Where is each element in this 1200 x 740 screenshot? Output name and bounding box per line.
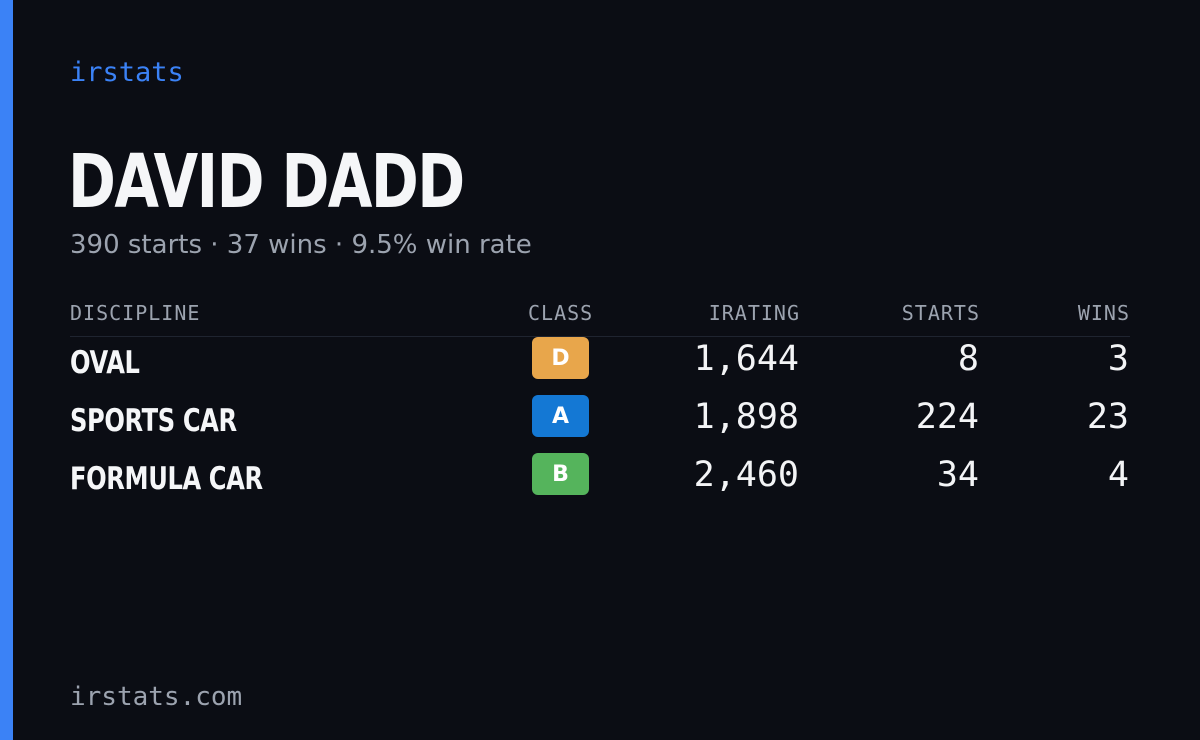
table-row: SPORTS CAR A 1,898 224 23: [70, 395, 1130, 453]
discipline-table: DISCIPLINE CLASS IRATING STARTS WINS OVA…: [70, 298, 1130, 511]
header-class: CLASS: [528, 301, 594, 325]
table-row: FORMULA CAR B 2,460 34 4: [70, 453, 1130, 511]
header-wins: WINS: [1077, 301, 1130, 325]
starts-value: 34: [936, 455, 979, 495]
driver-name: DAVID DADD: [68, 139, 465, 225]
discipline-name: FORMULA CAR: [70, 461, 263, 497]
driver-summary: 390 starts · 37 wins · 9.5% win rate: [70, 230, 532, 260]
accent-bar: [0, 0, 13, 740]
footer-domain: irstats.com: [70, 682, 243, 712]
wins-value: 4: [1107, 455, 1129, 495]
irating-value: 1,644: [693, 339, 799, 379]
wins-value: 3: [1107, 339, 1129, 379]
brand-logo-text: irstats: [70, 57, 184, 88]
class-badge: A: [532, 395, 589, 437]
discipline-name: OVAL: [70, 345, 140, 381]
header-discipline: DISCIPLINE: [70, 301, 201, 325]
starts-value: 224: [915, 397, 979, 437]
table-header: DISCIPLINE CLASS IRATING STARTS WINS: [70, 298, 1130, 337]
header-irating: IRATING: [708, 301, 800, 325]
irating-value: 2,460: [693, 455, 799, 495]
discipline-name: SPORTS CAR: [70, 403, 237, 439]
wins-value: 23: [1086, 397, 1129, 437]
class-badge: D: [532, 337, 589, 379]
table-row: OVAL D 1,644 8 3: [70, 337, 1130, 395]
irating-value: 1,898: [693, 397, 799, 437]
header-starts: STARTS: [901, 301, 980, 325]
class-badge: B: [532, 453, 589, 495]
starts-value: 8: [957, 339, 979, 379]
